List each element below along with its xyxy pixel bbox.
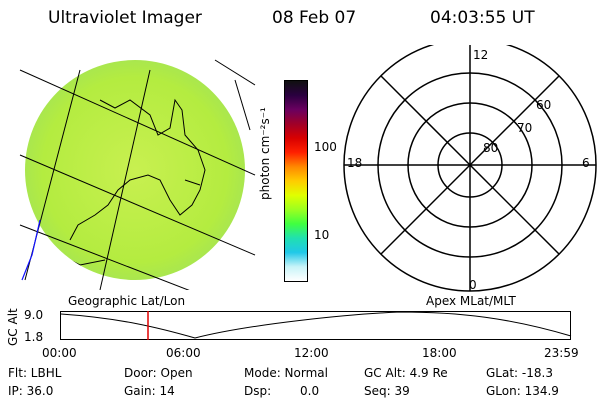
status-mode: Mode: Normal	[244, 366, 328, 380]
time-tick-1800: 18:00	[422, 346, 457, 360]
apex-caption: Apex MLat/MLT	[426, 294, 516, 308]
colorbar	[284, 80, 308, 282]
altitude-plot	[60, 311, 572, 340]
status-glon: GLon: 134.9	[486, 384, 559, 398]
status-gain: Gain: 14	[124, 384, 175, 398]
mlt-label-6: 6	[582, 156, 590, 170]
status-ip: IP: 36.0	[8, 384, 54, 398]
time-tick-2359: 23:59	[544, 346, 579, 360]
geographic-caption: Geographic Lat/Lon	[68, 294, 186, 308]
gc-alt-axis-title: GC Alt	[6, 308, 20, 346]
time-tick-0000: 00:00	[42, 346, 77, 360]
lat-label-60: 60	[536, 98, 551, 112]
status-gc-alt: GC Alt: 4.9 Re	[364, 366, 448, 380]
colorbar-unit-label: photon cm⁻²s⁻¹	[258, 107, 272, 200]
status-door: Door: Open	[124, 366, 193, 380]
terminator-line	[21, 219, 41, 281]
polar-plot: 12 18 6 0 60 70 80	[343, 45, 597, 292]
date-label: 08 Feb 07	[272, 8, 357, 28]
time-tick-0600: 06:00	[166, 346, 201, 360]
colorbar-tick-10: 10	[314, 228, 330, 242]
lat-label-70: 70	[517, 121, 532, 135]
instrument-title: Ultraviolet Imager	[48, 8, 202, 28]
altitude-plot-frame	[60, 311, 571, 340]
lat-label-80: 80	[483, 141, 498, 155]
mlt-label-12: 12	[473, 48, 488, 62]
status-flt: Flt: LBHL	[8, 366, 62, 380]
alt-tick-9: 9.0	[24, 308, 44, 322]
uv-image-panel	[19, 59, 256, 290]
status-dsp-label: Dsp:	[244, 384, 272, 398]
mlt-label-0: 0	[469, 278, 477, 292]
mlt-label-18: 18	[347, 156, 362, 170]
status-seq: Seq: 39	[364, 384, 410, 398]
alt-tick-1-8: 1.8	[24, 330, 44, 344]
altitude-curve	[60, 311, 572, 339]
earth-disk	[25, 60, 245, 280]
status-dsp-value: 0.0	[300, 384, 320, 398]
time-label: 04:03:55 UT	[430, 8, 535, 28]
status-glat: GLat: -18.3	[486, 366, 553, 380]
colorbar-tick-100: 100	[314, 140, 337, 154]
time-tick-1200: 12:00	[294, 346, 329, 360]
